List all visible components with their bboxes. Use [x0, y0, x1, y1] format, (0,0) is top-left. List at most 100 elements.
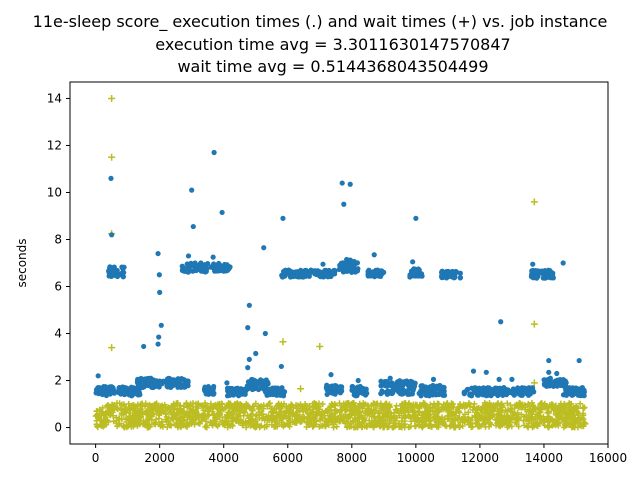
- execution-time-point: [379, 268, 385, 274]
- wait-time-point: [186, 405, 193, 412]
- wait-time-point: [489, 411, 496, 418]
- wait-time-point: [338, 412, 345, 419]
- wait-time-point: [161, 401, 168, 408]
- wait-time-point: [352, 418, 359, 425]
- execution-time-point: [273, 392, 279, 398]
- wait-time-point: [328, 400, 335, 407]
- wait-time-point: [530, 379, 538, 387]
- wait-time-point: [222, 404, 229, 411]
- execution-time-point: [354, 268, 361, 274]
- wait-time-point: [520, 417, 527, 424]
- execution-time-point: [457, 274, 463, 280]
- wait-time-point: [145, 423, 152, 430]
- wait-time-point: [348, 400, 355, 407]
- execution-time-point: [245, 365, 251, 371]
- wait-time-point: [271, 423, 278, 430]
- wait-time-point: [99, 404, 106, 411]
- wait-time-point: [550, 421, 557, 428]
- y-tick-label: 10: [47, 185, 62, 199]
- execution-time-point: [427, 384, 433, 390]
- execution-time-point: [267, 392, 273, 398]
- wait-time-point: [389, 424, 396, 431]
- execution-time-point: [529, 386, 535, 392]
- execution-time-point: [224, 385, 231, 391]
- execution-time-point: [144, 375, 151, 382]
- wait-time-point: [115, 421, 122, 428]
- wait-time-point: [345, 412, 352, 419]
- wait-time-point: [497, 416, 504, 423]
- execution-time-point: [384, 379, 390, 385]
- execution-time-point: [475, 392, 482, 398]
- wait-time-point: [224, 424, 231, 431]
- execution-time-point: [308, 267, 314, 274]
- wait-time-point: [336, 409, 343, 416]
- wait-time-point: [258, 422, 265, 429]
- wait-time-point: [376, 410, 383, 417]
- execution-time-point: [563, 385, 569, 391]
- wait-time-point: [157, 406, 164, 413]
- execution-time-point: [141, 343, 147, 350]
- wait-time-point: [206, 405, 213, 412]
- wait-time-point: [569, 424, 576, 431]
- wait-time-point: [419, 423, 426, 430]
- wait-time-point: [456, 404, 463, 411]
- wait-time-point: [571, 419, 578, 426]
- execution-time-point: [533, 274, 539, 280]
- wait-time-point: [108, 153, 116, 161]
- execution-time-point: [560, 260, 566, 266]
- execution-time-point: [544, 382, 550, 388]
- execution-time-point: [280, 215, 286, 221]
- execution-time-point: [563, 389, 569, 395]
- execution-time-point: [349, 387, 355, 393]
- execution-time-point: [397, 378, 403, 384]
- execution-time-point: [124, 385, 130, 391]
- execution-time-point: [195, 265, 201, 271]
- execution-time-point: [532, 267, 539, 274]
- wait-time-point: [173, 420, 180, 427]
- wait-time-point: [128, 402, 135, 409]
- wait-time-point: [465, 400, 472, 407]
- wait-time-point: [348, 423, 355, 430]
- wait-time-point: [258, 408, 265, 415]
- wait-time-point: [401, 413, 408, 420]
- wait-time-point: [288, 402, 295, 409]
- execution-time-point: [108, 175, 114, 181]
- wait-time-point: [158, 418, 165, 425]
- wait-time-point: [301, 414, 308, 421]
- wait-time-point: [130, 420, 137, 427]
- wait-time-point: [406, 400, 413, 407]
- wait-time-point: [416, 409, 423, 416]
- execution-time-point: [120, 388, 126, 394]
- execution-time-point: [581, 392, 587, 399]
- wait-time-point: [202, 400, 209, 407]
- execution-time-point: [396, 385, 402, 391]
- execution-time-point: [116, 385, 122, 392]
- plot-frame: [69, 81, 609, 445]
- wait-time-point: [166, 421, 173, 428]
- execution-time-point: [119, 270, 125, 276]
- execution-time-point: [371, 252, 377, 258]
- execution-time-point: [537, 269, 543, 276]
- execution-time-point: [347, 181, 353, 187]
- x-tick-label: 4000: [208, 451, 239, 465]
- wait-time-point: [309, 406, 316, 413]
- wait-time-point: [131, 412, 138, 419]
- wait-time-point: [448, 402, 455, 409]
- wait-time-point: [270, 410, 277, 417]
- wait-time-point: [467, 403, 474, 410]
- wait-time-point: [235, 401, 242, 408]
- execution-time-point: [546, 357, 552, 364]
- wait-time-point: [108, 94, 116, 102]
- wait-time-point: [388, 413, 395, 420]
- wait-time-point: [518, 411, 525, 418]
- wait-time-point: [531, 421, 538, 428]
- wait-time-point: [195, 420, 202, 427]
- wait-time-point: [306, 419, 313, 426]
- wait-time-point: [377, 420, 384, 427]
- wait-time-point: [365, 409, 372, 416]
- y-tick-label: 14: [47, 91, 62, 105]
- y-tick-label: 6: [54, 280, 62, 294]
- execution-time-point: [485, 385, 491, 391]
- execution-time-point: [498, 390, 504, 396]
- wait-time-point: [234, 413, 241, 420]
